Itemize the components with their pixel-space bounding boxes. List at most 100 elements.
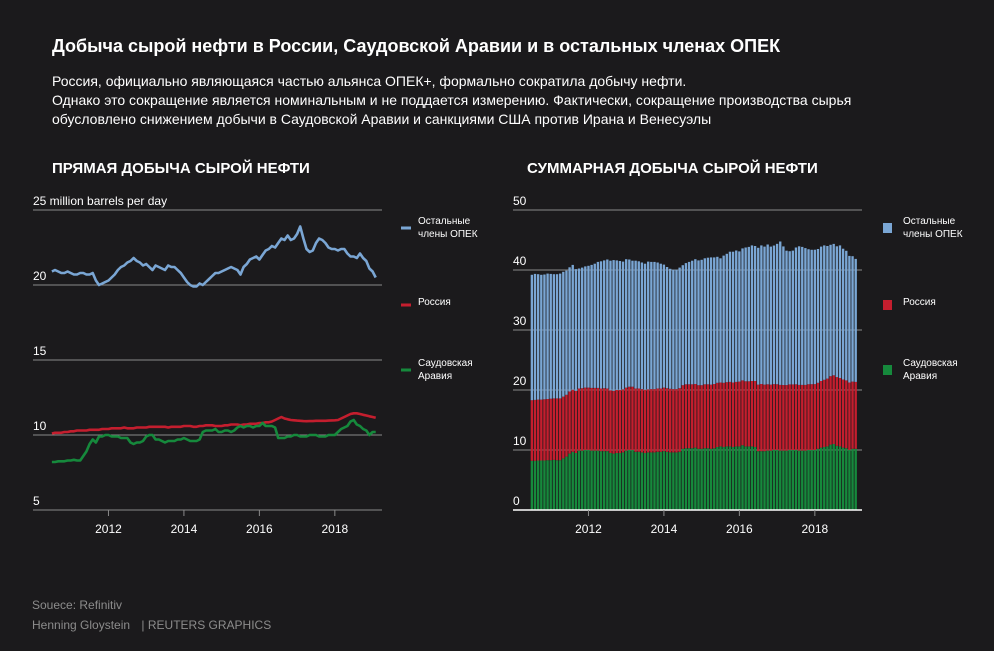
bar-segment-opec <box>694 259 697 384</box>
bar-segment-saudi <box>775 450 779 510</box>
bar-segment-russia <box>719 382 722 447</box>
line-chart-title: ПРЯМАЯ ДОБЫЧА СЫРОЙ НЕФТИ <box>52 160 310 177</box>
bar-segment-saudi <box>823 447 826 510</box>
bar-segment-russia <box>697 385 700 449</box>
bar-segment-saudi <box>804 450 807 510</box>
bar-segment-russia <box>725 382 728 447</box>
bar-segment-opec <box>669 268 672 389</box>
bar-y-tick-label: 30 <box>513 314 527 328</box>
line-x-tick-label: 2012 <box>95 522 122 536</box>
bar-segment-saudi <box>697 448 700 510</box>
bar-segment-opec <box>571 264 574 390</box>
bar-segment-opec <box>549 273 552 399</box>
bar-segment-russia <box>741 380 744 446</box>
bar-segment-opec <box>838 245 842 378</box>
bar-segment-opec <box>804 248 807 385</box>
bar-x-tick-label: 2016 <box>726 522 753 536</box>
bar-segment-opec <box>841 248 845 380</box>
bar-segment-opec <box>634 260 637 389</box>
bar-segment-saudi <box>854 448 857 510</box>
legend-label-russia: Россия <box>418 297 451 308</box>
bar-segment-opec <box>530 274 534 401</box>
line-y-tick-label: 15 <box>33 344 47 358</box>
bar-segment-saudi <box>801 450 804 510</box>
bar-segment-saudi <box>810 450 813 510</box>
bar-segment-opec <box>615 260 618 390</box>
bar-segment-saudi <box>691 448 694 510</box>
bar-segment-saudi <box>797 450 801 510</box>
bar-segment-russia <box>665 388 669 452</box>
bar-segment-russia <box>593 387 596 451</box>
bar-segment-opec <box>735 250 738 382</box>
bar-segment-saudi <box>662 451 666 510</box>
bar-segment-opec <box>665 267 669 389</box>
bar-segment-russia <box>706 384 710 449</box>
bar-segment-opec <box>552 274 556 399</box>
bar-segment-opec <box>731 251 735 383</box>
bar-segment-russia <box>580 388 584 451</box>
bar-segment-saudi <box>716 447 719 510</box>
bar-segment-opec <box>599 261 603 389</box>
bar-segment-saudi <box>634 451 637 510</box>
bar-segment-saudi <box>832 444 835 510</box>
series-line-opec <box>51 225 377 288</box>
bar-segment-saudi <box>533 460 537 510</box>
bar-segment-russia <box>797 384 801 451</box>
bar-segment-russia <box>731 382 735 447</box>
bar-segment-russia <box>558 398 562 461</box>
bar-segment-opec <box>631 260 634 387</box>
bar-segment-opec <box>684 263 688 385</box>
author-name: Henning Gloystein <box>32 618 131 632</box>
bar-segment-saudi <box>678 451 681 510</box>
bar-segment-russia <box>590 387 593 451</box>
bar-segment-saudi <box>785 450 788 510</box>
bar-segment-russia <box>546 399 549 461</box>
bar-segment-russia <box>643 389 647 453</box>
bar-segment-saudi <box>549 460 552 510</box>
bar-segment-saudi <box>643 453 647 510</box>
bar-segment-saudi <box>807 450 810 510</box>
bar-segment-opec <box>851 256 854 382</box>
bar-segment-opec <box>709 257 713 385</box>
bar-segment-russia <box>615 390 618 453</box>
bar-segment-russia <box>766 384 769 451</box>
bar-segment-opec <box>769 246 772 385</box>
bar-segment-saudi <box>530 460 534 510</box>
bar-segment-opec <box>854 258 857 382</box>
bar-segment-russia <box>700 385 703 449</box>
bar-segment-russia <box>596 387 600 451</box>
bar-segment-saudi <box>618 453 622 510</box>
bar-segment-russia <box>735 381 738 447</box>
bar-segment-saudi <box>816 448 820 510</box>
bar-segment-opec <box>584 266 587 388</box>
bar-segment-opec <box>543 274 546 400</box>
bar-segment-opec <box>722 255 725 383</box>
bar-segment-opec <box>612 260 615 391</box>
bar-segment-opec <box>788 251 791 385</box>
line-y-tick-label: 20 <box>33 269 47 283</box>
bar-segment-saudi <box>713 448 716 510</box>
line-y-tick-label: 5 <box>33 494 40 508</box>
bar-y-tick-label: 10 <box>513 434 527 448</box>
bar-segment-saudi <box>612 453 615 510</box>
bar-segment-opec <box>558 273 562 399</box>
bar-segment-russia <box>684 384 688 449</box>
bar-chart-title: СУММАРНАЯ ДОБЫЧА СЫРОЙ НЕФТИ <box>527 160 818 177</box>
bar-segment-saudi <box>788 450 791 510</box>
bar-x-tick-label: 2018 <box>801 522 828 536</box>
bar-segment-russia <box>678 388 681 452</box>
bar-segment-russia <box>772 384 776 450</box>
bar-segment-saudi <box>719 446 722 510</box>
bar-segment-russia <box>854 381 857 449</box>
bar-segment-opec <box>797 246 801 385</box>
bar-segment-saudi <box>838 446 842 510</box>
bar-segment-saudi <box>703 448 706 510</box>
bar-segment-opec <box>772 245 776 385</box>
bar-segment-saudi <box>794 450 798 510</box>
bar-segment-saudi <box>587 450 590 510</box>
bar-segment-opec <box>562 271 565 397</box>
bar-segment-opec <box>678 267 681 389</box>
bar-segment-saudi <box>543 460 546 510</box>
bar-segment-russia <box>628 386 631 450</box>
bar-segment-opec <box>706 257 710 385</box>
